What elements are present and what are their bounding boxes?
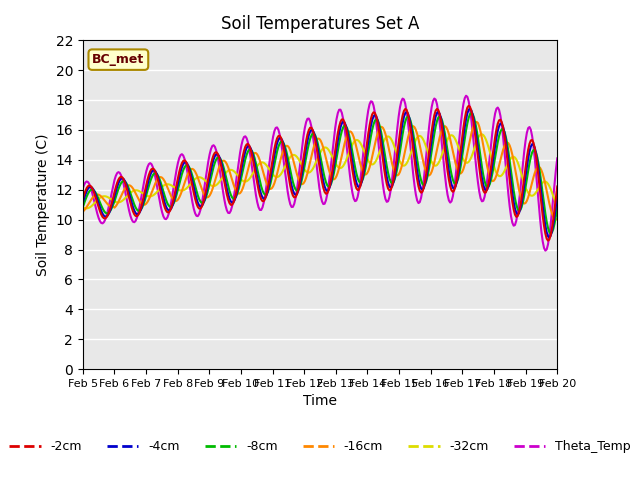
-8cm bbox=[554, 205, 561, 211]
-32cm bbox=[554, 204, 561, 210]
Line: -8cm: -8cm bbox=[83, 113, 557, 233]
-16cm bbox=[244, 167, 252, 172]
-4cm bbox=[528, 141, 536, 147]
Theta_Temp bbox=[462, 93, 470, 98]
-16cm bbox=[287, 147, 294, 153]
-8cm bbox=[547, 230, 554, 236]
-32cm bbox=[530, 192, 538, 198]
-2cm bbox=[554, 183, 561, 189]
-2cm bbox=[220, 178, 228, 184]
-4cm bbox=[79, 200, 86, 206]
-4cm bbox=[220, 173, 228, 179]
-4cm bbox=[554, 193, 561, 199]
-2cm bbox=[528, 137, 536, 143]
-32cm bbox=[138, 190, 146, 196]
-2cm bbox=[244, 141, 252, 147]
-32cm bbox=[83, 205, 90, 211]
Y-axis label: Soil Temperature (C): Soil Temperature (C) bbox=[36, 133, 50, 276]
-8cm bbox=[467, 110, 475, 116]
-16cm bbox=[552, 217, 560, 223]
Theta_Temp bbox=[220, 196, 228, 202]
Line: -16cm: -16cm bbox=[83, 122, 557, 220]
-32cm bbox=[221, 170, 229, 176]
-32cm bbox=[246, 176, 253, 182]
Theta_Temp bbox=[554, 156, 561, 161]
X-axis label: Time: Time bbox=[303, 395, 337, 408]
Title: Soil Temperatures Set A: Soil Temperatures Set A bbox=[221, 15, 419, 33]
Theta_Temp bbox=[528, 133, 536, 139]
Line: -32cm: -32cm bbox=[83, 134, 557, 208]
-32cm bbox=[237, 177, 245, 182]
Legend: -2cm, -4cm, -8cm, -16cm, -32cm, Theta_Temp: -2cm, -4cm, -8cm, -16cm, -32cm, Theta_Te… bbox=[4, 435, 636, 458]
-16cm bbox=[236, 190, 244, 196]
-8cm bbox=[287, 167, 294, 173]
-16cm bbox=[79, 209, 86, 215]
-16cm bbox=[528, 180, 536, 185]
Line: -2cm: -2cm bbox=[83, 106, 557, 240]
-4cm bbox=[236, 174, 244, 180]
Theta_Temp bbox=[236, 150, 244, 156]
-8cm bbox=[137, 207, 145, 213]
-16cm bbox=[473, 119, 481, 125]
-16cm bbox=[137, 200, 145, 206]
-16cm bbox=[220, 158, 228, 164]
-32cm bbox=[478, 132, 486, 137]
-2cm bbox=[137, 205, 145, 211]
Theta_Temp bbox=[79, 186, 86, 192]
-16cm bbox=[554, 216, 561, 222]
Line: -4cm: -4cm bbox=[83, 108, 557, 238]
-8cm bbox=[79, 204, 86, 210]
-2cm bbox=[465, 103, 472, 108]
Theta_Temp bbox=[541, 248, 549, 253]
-2cm bbox=[544, 238, 552, 243]
Line: Theta_Temp: Theta_Temp bbox=[83, 96, 557, 251]
-32cm bbox=[288, 153, 296, 158]
Text: BC_met: BC_met bbox=[92, 53, 145, 66]
-4cm bbox=[466, 106, 474, 111]
Theta_Temp bbox=[137, 197, 145, 203]
-4cm bbox=[545, 235, 553, 240]
-8cm bbox=[528, 150, 536, 156]
-4cm bbox=[244, 143, 252, 149]
Theta_Temp bbox=[244, 140, 252, 145]
-8cm bbox=[244, 148, 252, 154]
-4cm bbox=[287, 176, 294, 182]
-32cm bbox=[79, 204, 86, 210]
-2cm bbox=[287, 183, 294, 189]
-8cm bbox=[236, 180, 244, 186]
-2cm bbox=[79, 196, 86, 202]
-4cm bbox=[137, 207, 145, 213]
-8cm bbox=[220, 167, 228, 172]
Theta_Temp bbox=[287, 202, 294, 207]
-2cm bbox=[236, 168, 244, 174]
